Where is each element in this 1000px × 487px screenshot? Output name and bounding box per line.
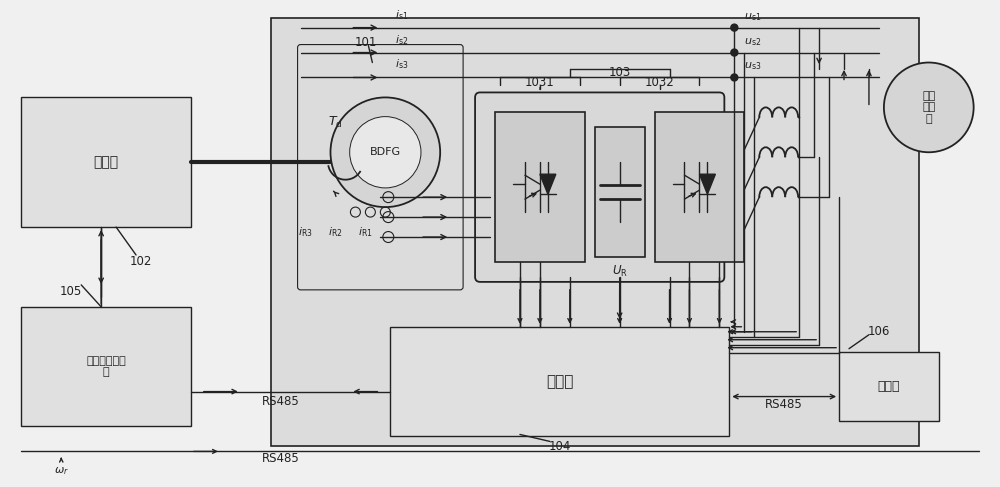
Text: $i_{\rm s1}$: $i_{\rm s1}$ [395, 8, 409, 21]
Text: BDFG: BDFG [370, 147, 401, 157]
Text: 103: 103 [609, 66, 631, 79]
Text: $i_{\rm R3}$: $i_{\rm R3}$ [298, 225, 313, 239]
Text: 104: 104 [549, 440, 571, 453]
FancyBboxPatch shape [21, 307, 191, 427]
Text: $u_{\rm s1}$: $u_{\rm s1}$ [744, 11, 762, 22]
Text: $\omega_r$: $\omega_r$ [54, 466, 69, 477]
FancyBboxPatch shape [839, 352, 939, 421]
Text: 106: 106 [868, 325, 890, 338]
Circle shape [330, 97, 440, 207]
FancyBboxPatch shape [495, 112, 585, 262]
Circle shape [731, 74, 738, 81]
Text: 102: 102 [130, 256, 152, 268]
Polygon shape [540, 174, 556, 194]
FancyBboxPatch shape [595, 127, 645, 257]
Text: 电网
或负
载: 电网 或负 载 [922, 91, 935, 124]
Text: 105: 105 [60, 285, 82, 299]
FancyBboxPatch shape [271, 18, 919, 447]
Text: 101: 101 [354, 36, 377, 49]
Text: $i_{\rm R2}$: $i_{\rm R2}$ [328, 225, 343, 239]
FancyBboxPatch shape [21, 97, 191, 227]
Circle shape [731, 49, 738, 56]
Text: RS485: RS485 [262, 395, 300, 408]
Circle shape [731, 24, 738, 31]
Text: $i_{\rm s3}$: $i_{\rm s3}$ [395, 57, 409, 72]
Text: $u_{\rm s2}$: $u_{\rm s2}$ [744, 36, 762, 48]
Polygon shape [699, 174, 715, 194]
Text: $i_{\rm R1}$: $i_{\rm R1}$ [358, 225, 373, 239]
FancyBboxPatch shape [390, 327, 729, 436]
Text: 控制器: 控制器 [546, 374, 574, 389]
Text: 柴油机: 柴油机 [94, 155, 119, 169]
Text: 1031: 1031 [525, 76, 555, 89]
Text: 1032: 1032 [645, 76, 674, 89]
Text: RS485: RS485 [262, 452, 300, 465]
Circle shape [350, 116, 421, 188]
Circle shape [884, 62, 974, 152]
Text: 柴油机调速系
统: 柴油机调速系 统 [86, 356, 126, 377]
FancyBboxPatch shape [655, 112, 744, 262]
Text: $u_{\rm s3}$: $u_{\rm s3}$ [744, 61, 762, 73]
FancyBboxPatch shape [475, 93, 724, 282]
Text: $T_{\rm d}$: $T_{\rm d}$ [328, 115, 343, 130]
Text: RS485: RS485 [765, 398, 803, 411]
Text: $i_{\rm s2}$: $i_{\rm s2}$ [395, 33, 409, 47]
Text: 上位机: 上位机 [878, 380, 900, 393]
Text: $U_{\rm R}$: $U_{\rm R}$ [612, 264, 628, 280]
